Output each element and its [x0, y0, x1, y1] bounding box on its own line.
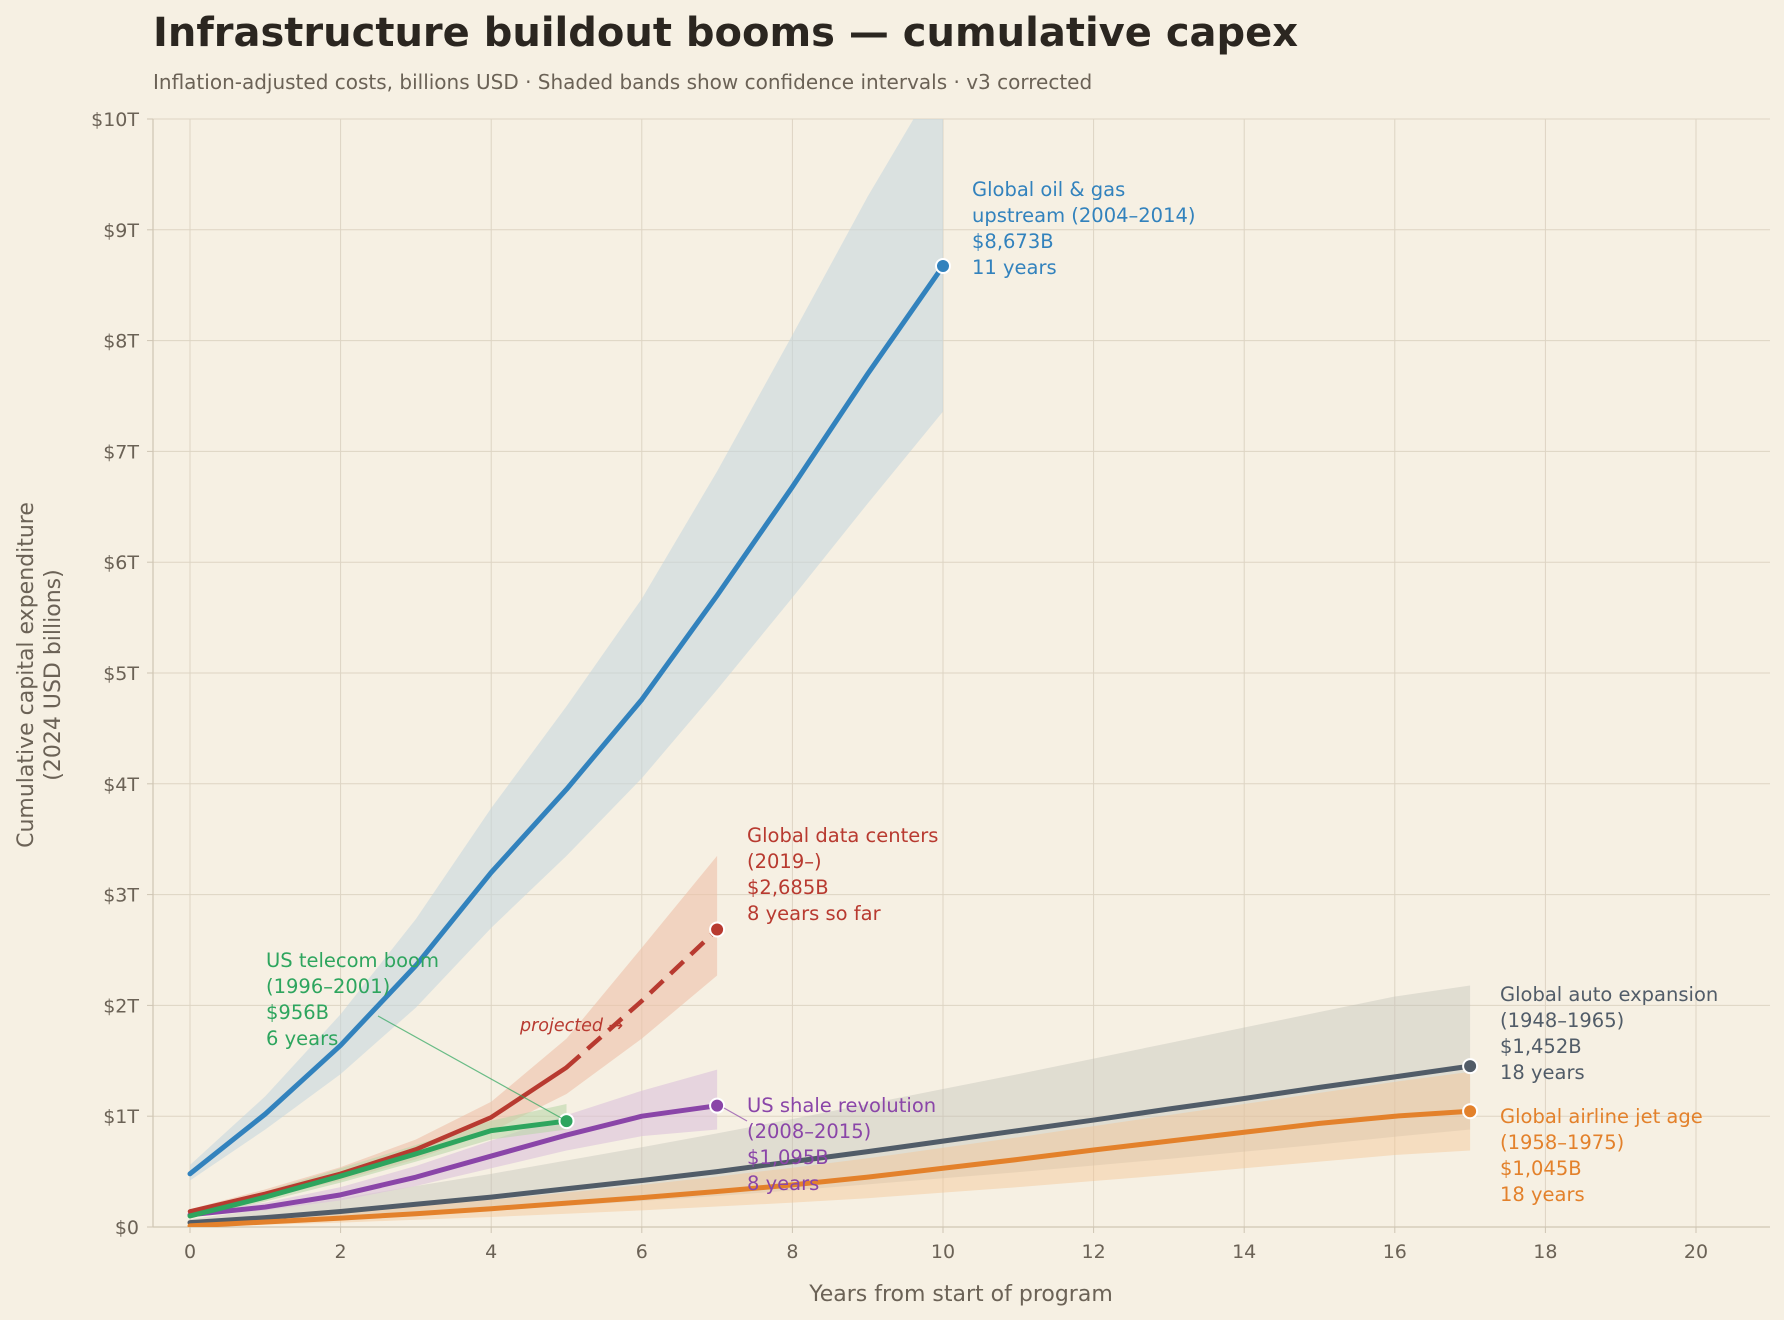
y-tick-label: $2T [103, 995, 139, 1017]
chart-title: Infrastructure buildout booms — cumulati… [153, 10, 1299, 56]
datacenter-endpoint [709, 921, 726, 938]
y-tick-label: $1T [103, 1106, 139, 1128]
airline-series-label: Global airline jet age (1958–1975) $1,045B… [1500, 1105, 1703, 1206]
auto-series-label: Global auto expansion (1948–1965) $1,452B 1… [1500, 983, 1718, 1084]
telecom-endpoint [558, 1113, 575, 1130]
endpoint-markers [558, 258, 1479, 1130]
datacenter-projected-line [565, 927, 719, 1070]
oil-endpoint [935, 258, 951, 275]
x-tick-label: 18 [1533, 1241, 1557, 1263]
auto-endpoint [1462, 1058, 1479, 1075]
x-tick-label: 8 [786, 1241, 798, 1263]
y-tick-label: $0 [115, 1217, 139, 1239]
y-tick-label: $8T [103, 331, 139, 353]
datacenter-line [187, 1065, 569, 1214]
datacenter-series-label: Global data centers (2019–) $2,685B 8 years… [747, 824, 938, 925]
y-tick-label: $10T [91, 109, 139, 131]
shale-series-label: US shale revolution (2008–2015) $1,095B 8 y… [747, 1094, 936, 1195]
oil-confidence-band [190, 119, 943, 1181]
shale-endpoint [709, 1097, 726, 1114]
airline-endpoint [1462, 1103, 1479, 1120]
series-lines [187, 263, 1473, 1227]
oil-series-label: Global oil & gas upstream (2004–2014) $8,6… [972, 178, 1196, 279]
x-tick-label: 2 [335, 1241, 347, 1263]
tick-labels: 0 2 4 6 8 10 12 14 16 18 20 $0 $1T $2T $3T $4T $5T $6T $7T… [91, 109, 1708, 1263]
airline-confidence-band [190, 1071, 1471, 1227]
telecom-line [187, 1118, 569, 1219]
y-tick-label: $4T [103, 774, 139, 796]
confidence-bands [190, 119, 1471, 1227]
y-tick-label: $7T [103, 441, 139, 463]
x-axis-title: Years from start of program [808, 1282, 1113, 1307]
y-axis-title: Cumulative capital expenditure(2024 USD … [14, 502, 66, 848]
x-tick-label: 6 [636, 1241, 648, 1263]
telecom-leader-line [377, 1015, 564, 1120]
shale-confidence-band [190, 1069, 718, 1218]
y-tick-label: $9T [103, 220, 139, 242]
projected-annotation: projected → [519, 1016, 623, 1036]
shale-leader-line [723, 1107, 748, 1122]
x-tick-label: 10 [931, 1241, 955, 1263]
telecom-series-label: US telecom boom (1996–2001) $956B 6 years [266, 949, 439, 1050]
y-tick-label: $6T [103, 552, 139, 574]
x-tick-label: 20 [1684, 1241, 1708, 1263]
shale-line [187, 1103, 720, 1218]
oil-line [187, 263, 946, 1177]
airline-line [187, 1108, 1473, 1227]
x-tick-label: 4 [485, 1241, 497, 1263]
series-labels: Global auto expansion (1948–1965) $1,452B 1… [266, 178, 1718, 1206]
chart-subtitle: Inflation-adjusted costs, billions USD ·… [153, 70, 1093, 94]
y-tick-label: $3T [103, 885, 139, 907]
x-tick-label: 0 [184, 1241, 196, 1263]
y-tick-label: $5T [103, 663, 139, 685]
x-tick-label: 16 [1383, 1241, 1407, 1263]
x-tick-label: 14 [1232, 1241, 1256, 1263]
x-tick-label: 12 [1082, 1241, 1106, 1263]
auto-line [187, 1063, 1473, 1226]
